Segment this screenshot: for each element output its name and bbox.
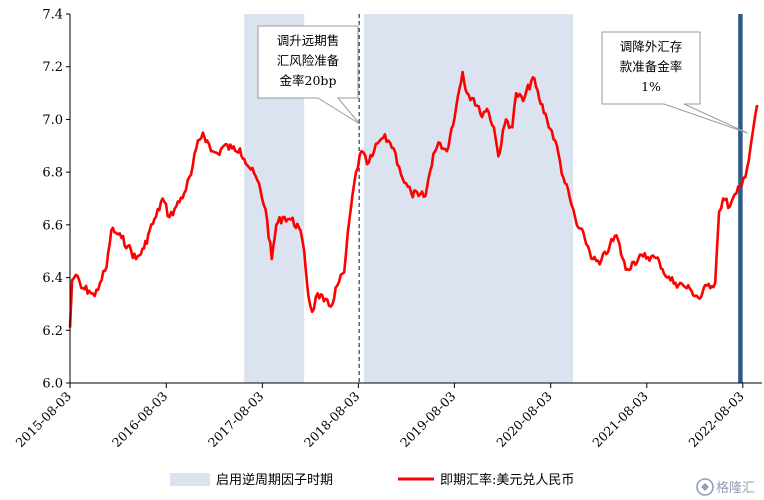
annotation-text-line: 调升远期售 xyxy=(277,33,340,48)
y-tick-label: 7.0 xyxy=(42,113,63,128)
y-axis-ticks: 6.0 6.2 6.4 6.6 6.8 7.0 7.2 7.4 xyxy=(42,8,70,392)
series-layer xyxy=(68,70,759,328)
y-tick-label: 6.4 xyxy=(42,271,63,286)
shaded-period-2 xyxy=(363,14,574,383)
annotation-text-line: 汇风险准备 xyxy=(277,53,340,68)
legend-swatch-shaded xyxy=(170,473,210,486)
annotation-text-line: 款准备金率 xyxy=(620,59,683,74)
y-tick-label: 6.6 xyxy=(42,218,63,233)
y-tick-label: 7.4 xyxy=(42,8,63,23)
legend: 启用逆周期因子时期 即期汇率:美元兑人民币 xyxy=(170,472,574,488)
y-tick-label: 6.2 xyxy=(42,324,63,339)
y-tick-label: 7.2 xyxy=(42,60,63,75)
x-tick-label: 2020-08-03 xyxy=(493,388,555,450)
watermark-text: 格隆汇 xyxy=(716,480,755,496)
watermark-logo-mark xyxy=(701,483,709,491)
x-tick-label: 2022-08-03 xyxy=(685,388,747,450)
annotation-bubble xyxy=(257,25,361,125)
event-lines xyxy=(358,14,743,383)
x-tick-label: 2016-08-03 xyxy=(109,388,171,450)
annotation-text-line: 金率20bp xyxy=(280,73,337,88)
annotation-bubble xyxy=(601,31,748,134)
series-line-1 xyxy=(68,70,759,328)
x-tick-label: 2019-08-03 xyxy=(397,388,459,450)
x-axis-ticks: 2015-08-03 2016-08-03 2017-08-03 2018-08-03… xyxy=(13,383,747,450)
y-tick-label: 6.0 xyxy=(42,377,63,392)
x-tick-label: 2018-08-03 xyxy=(301,388,363,450)
annotation-text-line: 1% xyxy=(641,79,661,94)
legend-label-shaded: 启用逆周期因子时期 xyxy=(216,472,333,488)
legend-label-line: 即期汇率:美元兑人民币 xyxy=(440,472,574,488)
watermark-logo-icon xyxy=(696,478,714,496)
watermark: 格隆汇 xyxy=(696,478,755,496)
annotation-text-line: 调降外汇存 xyxy=(620,39,683,54)
x-tick-label: 2015-08-03 xyxy=(13,388,75,450)
x-tick-label: 2021-08-03 xyxy=(589,388,651,450)
y-tick-label: 6.8 xyxy=(42,166,63,181)
x-tick-label: 2017-08-03 xyxy=(205,388,267,450)
